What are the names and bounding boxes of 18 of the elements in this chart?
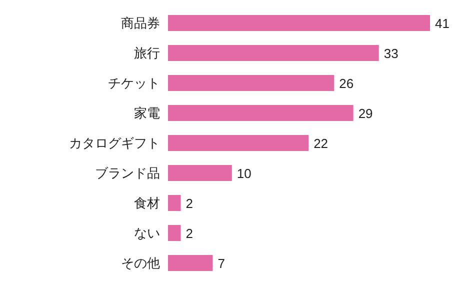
y-tick-label: カタログギフト — [69, 136, 160, 150]
data-label: 7 — [218, 256, 225, 271]
data-label: 2 — [186, 226, 194, 241]
data-label: 10 — [236, 166, 252, 181]
data-label: 22 — [314, 136, 328, 151]
data-label: 29 — [358, 106, 373, 121]
y-tick-label: 旅行 — [134, 46, 160, 60]
data-label: 26 — [339, 76, 354, 91]
data-label: 2 — [186, 196, 194, 211]
y-tick-label: 食材 — [134, 196, 160, 210]
y-tick-label: その他 — [121, 256, 160, 270]
data-label: 33 — [384, 46, 398, 61]
y-tick-label: 商品券 — [121, 16, 160, 30]
data-label: 41 — [435, 16, 450, 31]
y-tick-label: ブランド品 — [95, 166, 160, 180]
y-tick-label: チケット — [108, 76, 160, 90]
y-tick-label: ない — [134, 226, 160, 240]
y-tick-label: 家電 — [134, 106, 160, 120]
